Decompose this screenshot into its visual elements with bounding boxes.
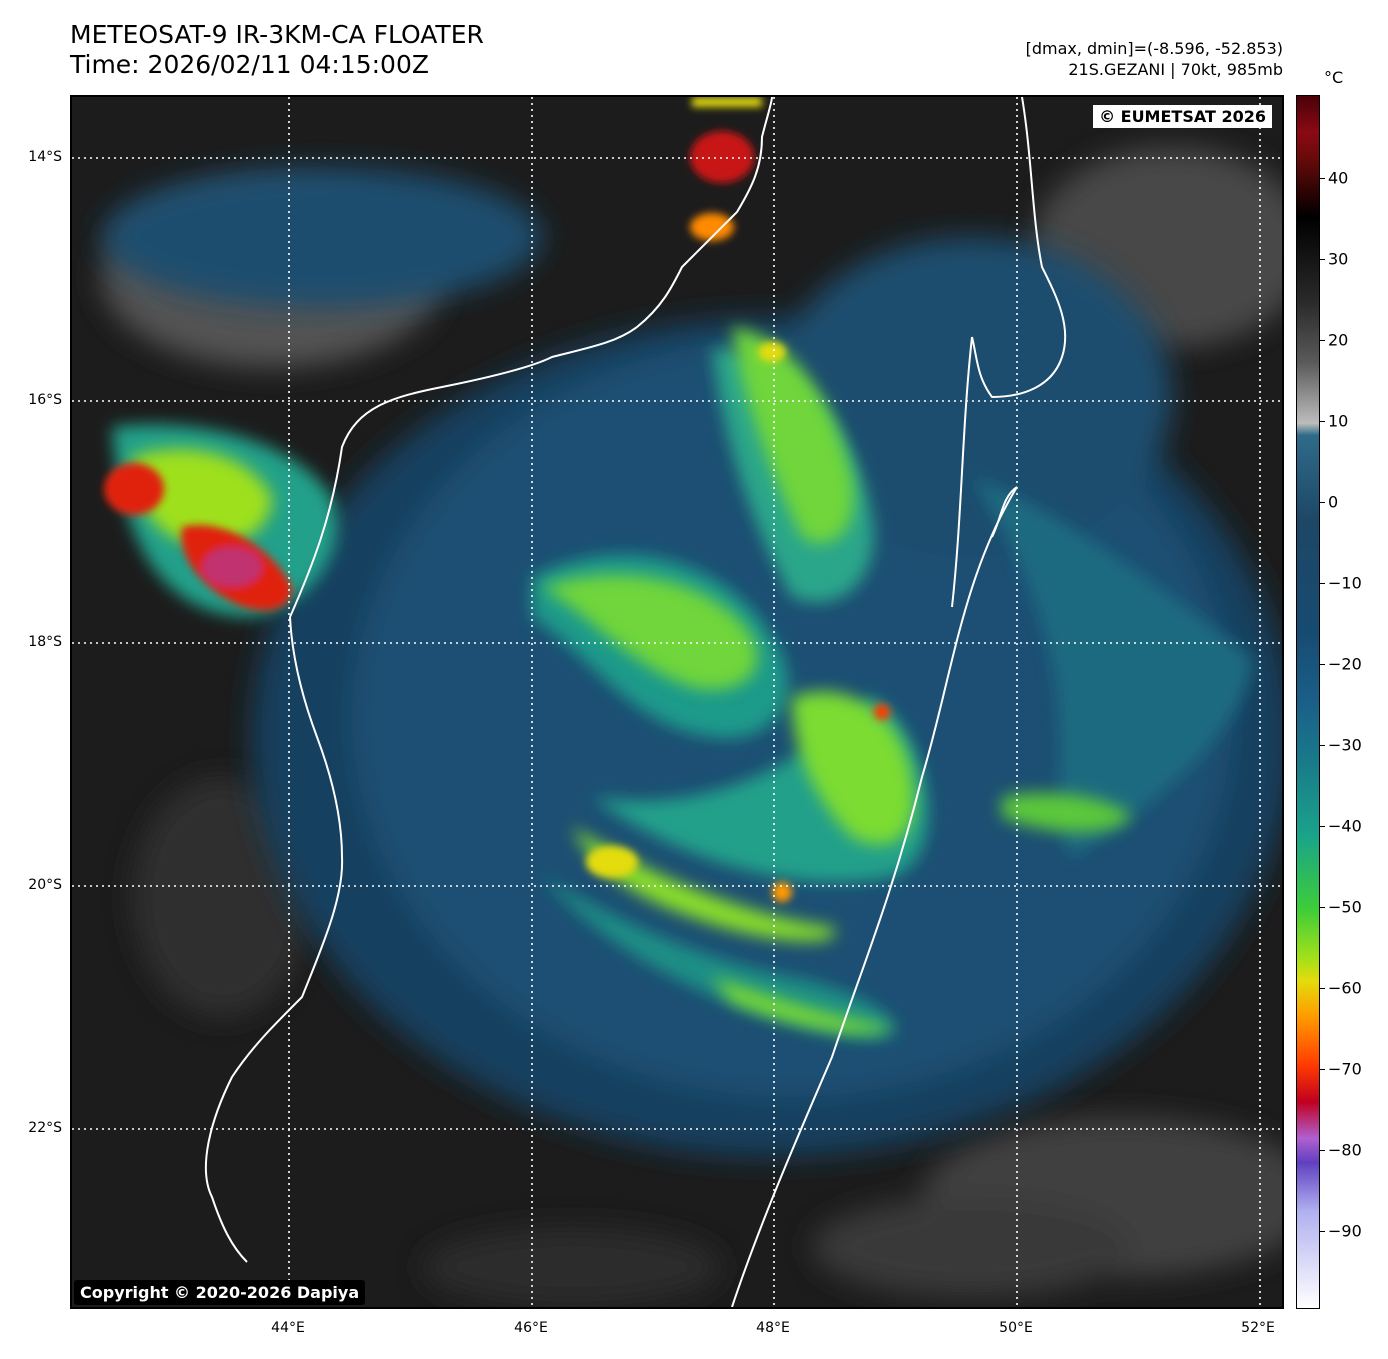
colorbar-tick-mark [1320,664,1325,665]
lon-label-48e: 48°E [756,1320,790,1336]
colorbar-tick-label: −30 [1328,735,1362,755]
colorbar-tick-mark [1320,1069,1325,1070]
ir-imagery [72,97,1282,1307]
storm-name-intensity: 21S.GEZANI | 70kt, 985mb [1068,60,1283,79]
colorbar-tick-label: −40 [1328,816,1362,836]
colorbar-tick-label: 40 [1328,168,1349,188]
colorbar-tick-mark [1320,259,1325,260]
colorbar-tick-mark [1320,421,1325,422]
colorbar-tick-label: −60 [1328,978,1362,998]
colorbar-tick-mark [1320,178,1325,179]
colorbar-tick-mark [1320,340,1325,341]
colorbar-tick-mark [1320,1150,1325,1151]
colorbar-tick-label: 30 [1328,249,1349,269]
title-line-2: Time: 2026/02/11 04:15:00Z [70,50,429,79]
colorbar-tick-label: 10 [1328,411,1349,431]
copyright-credit: Copyright © 2020-2026 Dapiya [74,1280,366,1305]
lon-label-44e: 44°E [271,1320,305,1336]
coastline [204,97,1067,1307]
figure-title: METEOSAT-9 IR-3KM-CA FLOATER Time: 2026/… [70,20,484,80]
colorbar-tick-label: −90 [1328,1221,1362,1241]
colorbar-tick-label: −70 [1328,1059,1362,1079]
colorbar-tick-mark [1320,745,1325,746]
colorbar-tick-label: −20 [1328,654,1362,674]
graticule [72,97,1282,1307]
lat-label-16s: 16°S [28,392,62,408]
colorbar-tick-label: −10 [1328,573,1362,593]
eumetsat-credit: © EUMETSAT 2026 [1093,105,1272,128]
dmax-dmin-readout: [dmax, dmin]=(-8.596, -52.853) [1025,39,1283,58]
colorbar-tick-mark [1320,583,1325,584]
lat-label-22s: 22°S [28,1120,62,1136]
colorbar-unit: °C [1324,68,1344,87]
lat-label-20s: 20°S [28,877,62,893]
colorbar-tick-label: −50 [1328,897,1362,917]
colorbar-tick-mark [1320,988,1325,989]
lat-label-18s: 18°S [28,634,62,650]
satellite-map: © EUMETSAT 2026 Copyright © 2020-2026 Da… [70,95,1284,1309]
title-line-1: METEOSAT-9 IR-3KM-CA FLOATER [70,20,484,49]
lon-label-50e: 50°E [999,1320,1033,1336]
colorbar-tick-mark [1320,1231,1325,1232]
colorbar-tick-mark [1320,502,1325,503]
lat-label-14s: 14°S [28,149,62,165]
lon-label-46e: 46°E [514,1320,548,1336]
colorbar-tick-label: 20 [1328,330,1349,350]
colorbar-tick-mark [1320,907,1325,908]
colorbar-tick-label: −80 [1328,1140,1362,1160]
temperature-colorbar [1296,95,1320,1309]
colorbar-tick-label: 0 [1328,492,1339,512]
colorbar-tick-mark [1320,826,1325,827]
storm-info: [dmax, dmin]=(-8.596, -52.853) 21S.GEZAN… [1026,38,1283,80]
lon-label-52e: 52°E [1241,1320,1275,1336]
